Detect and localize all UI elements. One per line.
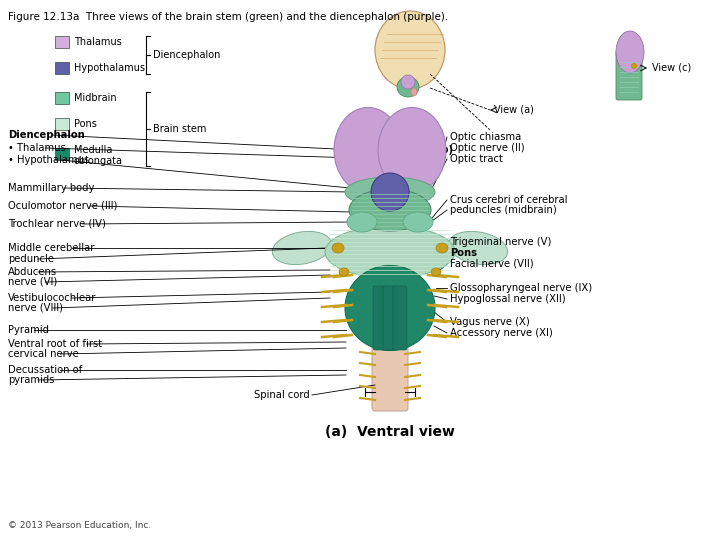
Text: Pyramid: Pyramid xyxy=(8,325,49,335)
Ellipse shape xyxy=(375,11,445,89)
Text: Decussation of: Decussation of xyxy=(8,365,82,375)
Text: Ventral root of first: Ventral root of first xyxy=(8,339,102,349)
Text: Abducens: Abducens xyxy=(8,267,57,277)
Text: Facial nerve (VII): Facial nerve (VII) xyxy=(450,259,534,269)
Text: Vagus nerve (X): Vagus nerve (X) xyxy=(450,317,530,327)
Ellipse shape xyxy=(397,77,419,97)
Text: peduncles (midbrain): peduncles (midbrain) xyxy=(450,205,557,215)
Ellipse shape xyxy=(334,107,402,192)
Text: Hypothalamus: Hypothalamus xyxy=(74,63,145,73)
Text: Hypoglossal nerve (XII): Hypoglossal nerve (XII) xyxy=(450,294,566,304)
Text: Figure 12.13a  Three views of the brain stem (green) and the diencephalon (purpl: Figure 12.13a Three views of the brain s… xyxy=(8,12,449,22)
FancyBboxPatch shape xyxy=(55,62,69,74)
Text: View (b): View (b) xyxy=(407,145,453,155)
Text: Glossopharyngeal nerve (IX): Glossopharyngeal nerve (IX) xyxy=(450,283,592,293)
Text: Pons: Pons xyxy=(74,119,97,129)
Text: Brain stem: Brain stem xyxy=(153,124,207,134)
Text: Spinal cord: Spinal cord xyxy=(254,390,310,400)
Ellipse shape xyxy=(347,212,377,232)
Ellipse shape xyxy=(403,212,433,232)
Ellipse shape xyxy=(345,177,435,207)
Ellipse shape xyxy=(616,31,644,73)
Text: Medulla: Medulla xyxy=(74,145,112,155)
Ellipse shape xyxy=(325,226,455,278)
Ellipse shape xyxy=(349,189,431,231)
Text: oblongata: oblongata xyxy=(74,156,123,166)
Text: Crus cerebri of cerebral: Crus cerebri of cerebral xyxy=(450,195,567,205)
Ellipse shape xyxy=(345,266,435,350)
Text: cervical nerve: cervical nerve xyxy=(8,349,78,359)
FancyBboxPatch shape xyxy=(55,148,69,160)
Ellipse shape xyxy=(332,243,344,253)
FancyBboxPatch shape xyxy=(373,286,387,350)
Ellipse shape xyxy=(431,268,441,276)
Text: Diencephalon: Diencephalon xyxy=(153,50,220,60)
FancyBboxPatch shape xyxy=(372,325,408,411)
Text: Midbrain: Midbrain xyxy=(74,93,117,103)
FancyBboxPatch shape xyxy=(383,286,397,350)
Text: Optic tract: Optic tract xyxy=(450,154,503,164)
Text: View (a): View (a) xyxy=(494,105,534,115)
FancyBboxPatch shape xyxy=(616,50,642,100)
Text: © 2013 Pearson Education, Inc.: © 2013 Pearson Education, Inc. xyxy=(8,521,151,530)
Text: View (c): View (c) xyxy=(652,63,691,73)
Text: Pons: Pons xyxy=(450,248,477,258)
Ellipse shape xyxy=(378,107,446,192)
Text: Optic nerve (II): Optic nerve (II) xyxy=(450,143,525,153)
FancyBboxPatch shape xyxy=(55,36,69,48)
Text: Trochlear nerve (IV): Trochlear nerve (IV) xyxy=(8,219,106,229)
Text: nerve (VIII): nerve (VIII) xyxy=(8,303,63,313)
FancyBboxPatch shape xyxy=(55,118,69,130)
Text: Vestibulocochlear: Vestibulocochlear xyxy=(8,293,96,303)
Text: Middle cerebellar: Middle cerebellar xyxy=(8,243,94,253)
Ellipse shape xyxy=(339,268,349,276)
Text: (a)  Ventral view: (a) Ventral view xyxy=(325,425,455,439)
Text: Trigeminal nerve (V): Trigeminal nerve (V) xyxy=(450,237,552,247)
Ellipse shape xyxy=(631,64,636,69)
Text: Accessory nerve (XI): Accessory nerve (XI) xyxy=(450,328,553,338)
Text: Optic chiasma: Optic chiasma xyxy=(450,132,521,142)
Text: • Hypothalamus: • Hypothalamus xyxy=(8,155,89,165)
FancyBboxPatch shape xyxy=(393,286,407,350)
Text: pyramids: pyramids xyxy=(8,375,55,385)
Text: Oculomotor nerve (III): Oculomotor nerve (III) xyxy=(8,201,117,211)
Text: Thalamus: Thalamus xyxy=(74,37,122,47)
Ellipse shape xyxy=(401,75,415,89)
Ellipse shape xyxy=(411,88,417,96)
Text: Diencephalon: Diencephalon xyxy=(8,130,85,140)
Text: • Thalamus: • Thalamus xyxy=(8,143,66,153)
Ellipse shape xyxy=(449,232,508,265)
Text: peduncle: peduncle xyxy=(8,254,54,264)
Text: nerve (VI): nerve (VI) xyxy=(8,277,58,287)
Text: Mammillary body: Mammillary body xyxy=(8,183,94,193)
Ellipse shape xyxy=(436,243,448,253)
Ellipse shape xyxy=(272,232,332,265)
Ellipse shape xyxy=(371,173,409,211)
FancyBboxPatch shape xyxy=(55,92,69,104)
